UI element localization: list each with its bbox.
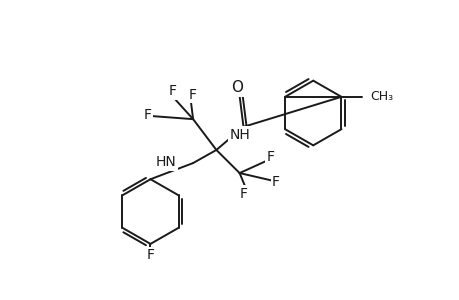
Text: F: F: [271, 175, 280, 189]
Text: HN: HN: [156, 155, 176, 169]
Text: O: O: [231, 80, 243, 95]
Text: F: F: [239, 187, 247, 201]
Text: F: F: [266, 150, 274, 164]
Text: CH₃: CH₃: [369, 90, 392, 103]
Text: F: F: [168, 84, 176, 98]
Text: F: F: [143, 108, 151, 122]
Text: F: F: [146, 248, 154, 262]
Text: NH: NH: [229, 128, 250, 142]
Text: F: F: [189, 88, 197, 101]
